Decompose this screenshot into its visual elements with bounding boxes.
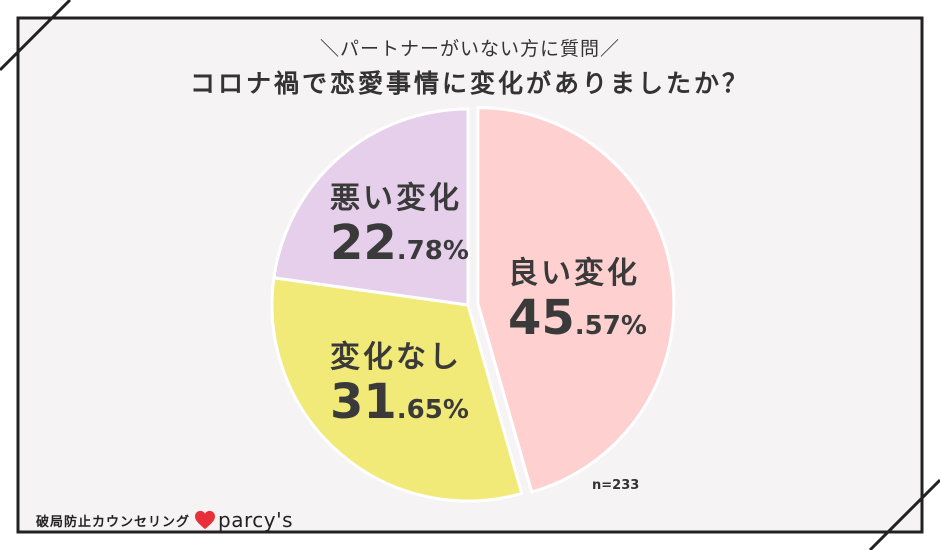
slice-value-int: 45 bbox=[508, 290, 575, 346]
pie-slice-2 bbox=[272, 107, 470, 307]
slice-value-int: 31 bbox=[330, 374, 397, 430]
slice-label-bad-change: 悪い変化 22.78% bbox=[330, 181, 469, 269]
sample-size-label: n=233 bbox=[592, 478, 640, 493]
slice-name: 悪い変化 bbox=[330, 181, 462, 216]
slice-name: 変化なし bbox=[330, 340, 462, 375]
pie-chart bbox=[270, 106, 676, 503]
corner-slash-top-left bbox=[0, 0, 72, 72]
pie-slice-1 bbox=[270, 276, 524, 503]
chart-title: コロナ禍で恋愛事情に変化がありましたか？ bbox=[189, 69, 750, 98]
heart-icon bbox=[195, 510, 216, 530]
slice-name: 良い変化 bbox=[508, 256, 640, 291]
corner-slash-bottom-right bbox=[868, 478, 940, 550]
slice-value-frac: .65% bbox=[396, 395, 469, 425]
brand-tagline: 破局防止カウンセリング bbox=[36, 514, 191, 530]
brand-footer: 破局防止カウンセリング parcy's bbox=[36, 508, 293, 532]
slice-value-frac: .78% bbox=[396, 236, 469, 266]
slice-value-int: 22 bbox=[330, 215, 397, 271]
brand-name: parcy's bbox=[218, 508, 293, 532]
slice-label-no-change: 変化なし 31.65% bbox=[330, 340, 469, 428]
slice-label-good-change: 良い変化 45.57% bbox=[508, 256, 647, 344]
pie-slice-0 bbox=[476, 106, 676, 494]
slice-value-frac: .57% bbox=[574, 311, 647, 341]
chart-subtitle: ＼パートナーがいない方に質問／ bbox=[319, 38, 620, 60]
